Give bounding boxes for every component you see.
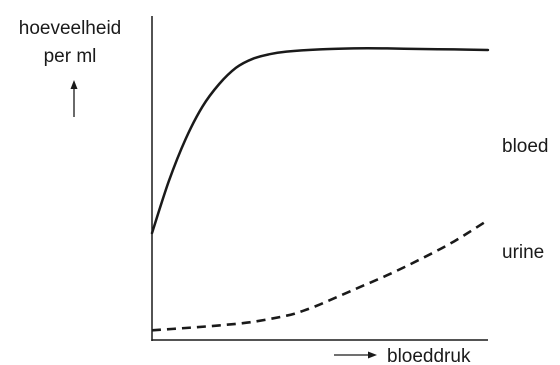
x-axis-arrow-icon [334,351,377,359]
series-line-urine [151,218,489,332]
y-axis-label-line-1: hoeveelheid [19,18,121,39]
series-line-bloed [150,47,490,235]
x-axis-label: bloeddruk [387,346,471,365]
y-axis-label-line-2: per ml [44,46,97,67]
y-axis-arrow-icon [70,80,78,117]
y-axis-label: hoeveelheid per ml [19,18,121,67]
series-label-bloed: bloed [502,136,549,157]
series-label-urine: urine [502,242,544,263]
